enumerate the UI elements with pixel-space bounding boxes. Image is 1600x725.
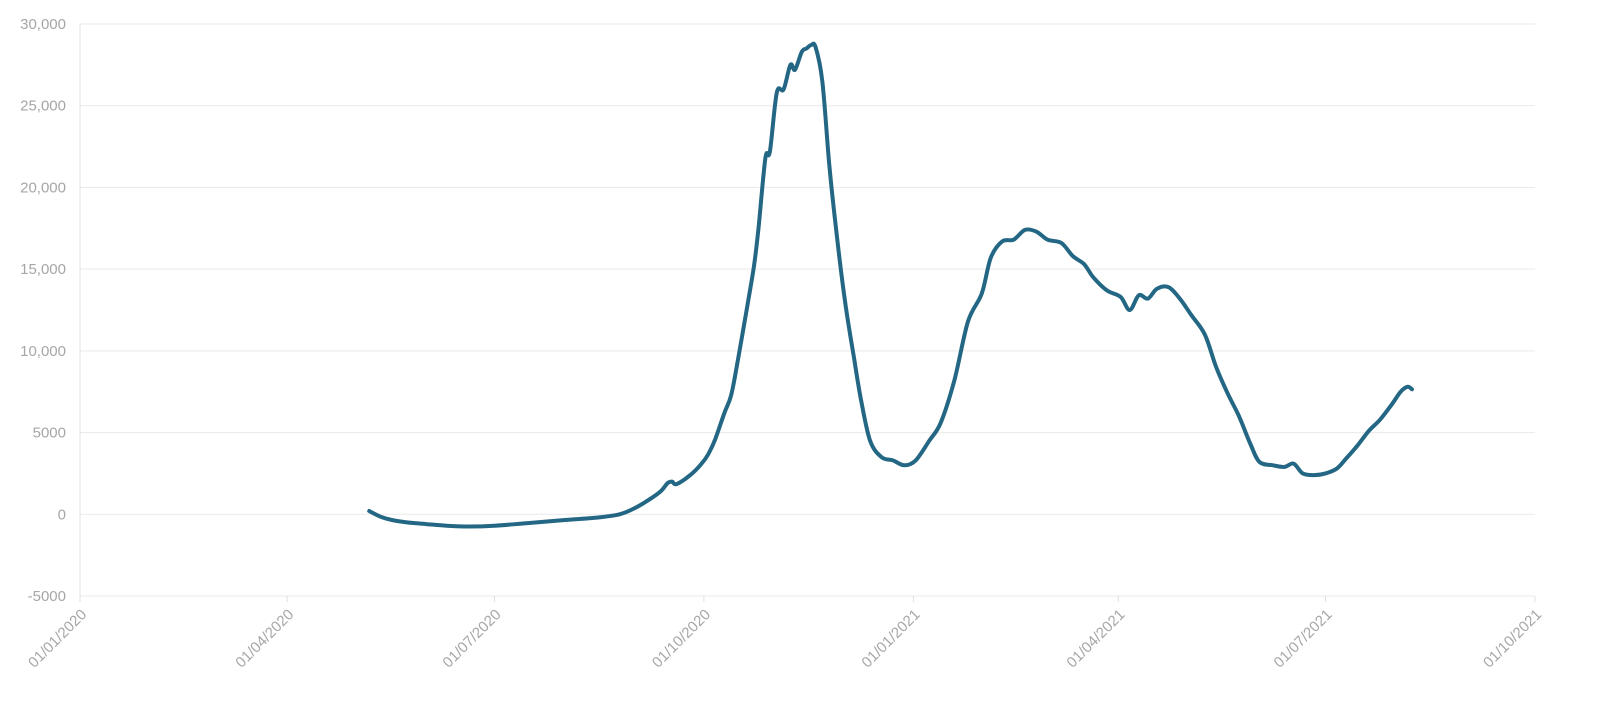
series-layer — [367, 41, 1414, 529]
x-tick-label: 01/10/2021 — [1480, 606, 1545, 671]
x-tick-label: 01/01/2021 — [858, 606, 923, 671]
gridlines — [79, 23, 1536, 602]
y-tick-label: 25,000 — [20, 98, 66, 115]
y-tick-label: 30,000 — [20, 16, 66, 33]
x-tick-label: 01/07/2021 — [1271, 606, 1336, 671]
y-tick-label: 5000 — [33, 425, 66, 442]
x-tick-label: 01/10/2020 — [649, 606, 714, 671]
y-axis-tick-labels: -5000 0 5000 10,000 15,000 20,000 25,000 30,000 — [20, 16, 66, 605]
series-line-0 — [367, 41, 1414, 529]
y-tick-label: 0 — [58, 506, 66, 523]
x-tick-label: 01/04/2020 — [232, 606, 297, 671]
x-tick-label: 01/01/2020 — [25, 606, 90, 671]
y-tick-label: 20,000 — [20, 179, 66, 196]
x-tick-label: 01/04/2021 — [1063, 606, 1128, 671]
x-axis-tick-labels: 01/01/2020 01/04/2020 01/07/2020 01/10/2020… — [25, 606, 1545, 671]
y-tick-label: 15,000 — [20, 261, 66, 278]
x-tick-label: 01/07/2020 — [439, 606, 504, 671]
y-tick-label: 10,000 — [20, 343, 66, 360]
y-tick-label: -5000 — [28, 588, 66, 605]
